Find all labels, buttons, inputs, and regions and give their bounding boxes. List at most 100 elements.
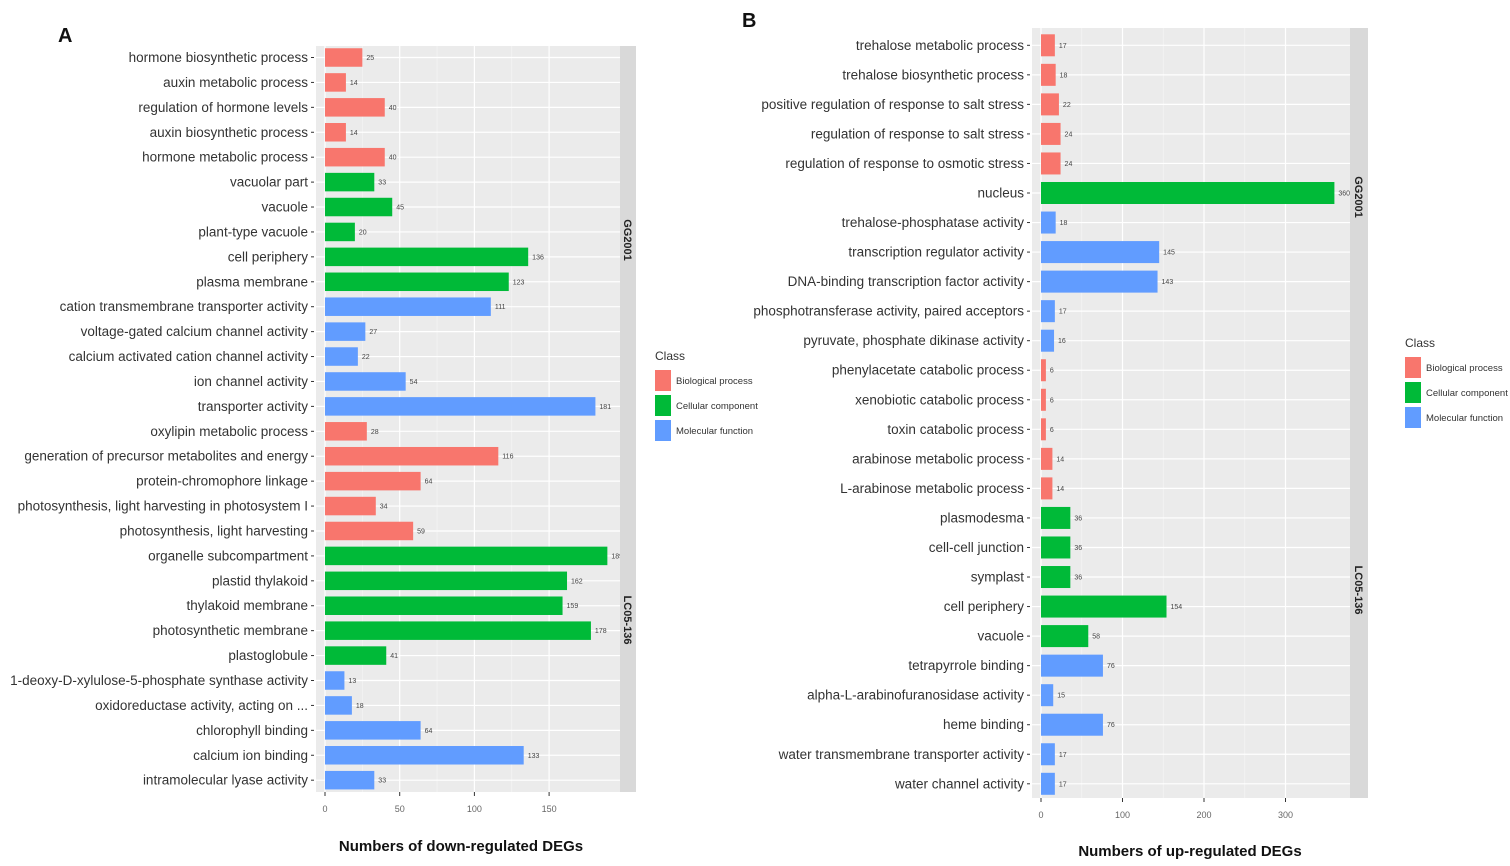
panel-a-lc05-136-generation-of-precursor-metabolites-and-energy-bar	[325, 446, 499, 466]
panel-a-gg2001-auxin-biosynthetic-process-bar	[325, 123, 346, 142]
panel-b-lc05-136-cell-cell-junction-bar	[1041, 536, 1071, 559]
panel-a-lc05-136-photosynthesis-light-harvesting-in-photosystem-i-bar	[325, 496, 376, 516]
panel-a-gg2001-plant-type-vacuole-data-label: 20	[359, 229, 367, 236]
panel-b-gg2001-dna-binding-transcription-factor-activity-bar	[1041, 270, 1158, 293]
panel-b-lc05-136-water-transmembrane-transporter-activity-data-label: 17	[1059, 752, 1067, 759]
panel-b-gg2001-regulation-of-response-to-osmotic-stress-bar	[1041, 152, 1061, 175]
panel-b-gg2001-dna-binding-transcription-factor-activity-category-label: DNA-binding transcription factor activit…	[788, 274, 1025, 289]
panel-b-facet-strip	[1350, 28, 1368, 798]
panel-b-gg2001-trehalose-biosynthetic-process-category-label: trehalose biosynthetic process	[842, 67, 1024, 82]
panel-a-lc05-136-photosynthetic-membrane-category-label: photosynthetic membrane	[153, 623, 308, 638]
panel-a-lc05-136-photosynthesis-light-harvesting-data-label: 59	[417, 528, 425, 535]
panel-b-x-tick-label-0: 0	[1038, 810, 1043, 820]
panel-b-lc05-136-heme-binding-bar	[1041, 713, 1103, 736]
panel-b-gg2001-trehalose-biosynthetic-process-bar	[1041, 63, 1056, 86]
panel-b-gg2001-regulation-of-response-to-salt-stress-data-label: 24	[1065, 131, 1073, 138]
panel-a-lc05-136-plastoglobule-data-label: 41	[390, 653, 398, 660]
panel-a-legend-title: Class	[655, 349, 685, 363]
panel-a-x-tick-label-150: 150	[542, 804, 557, 814]
panel-b-gg2001-phosphotransferase-activity-paired-acceptors-data-label: 17	[1059, 309, 1067, 316]
panel-b-lc05-136-arabinose-metabolic-process-data-label: 14	[1056, 456, 1064, 463]
panel-a-gg2001-auxin-metabolic-process-bar	[325, 73, 346, 92]
panel-a-gg2001-hormone-metabolic-process-data-label: 40	[389, 155, 397, 162]
panel-a-legend-label-cellular-component: Cellular component	[676, 401, 758, 412]
panel-a-gg2001-cation-transmembrane-transporter-activity-category-label: cation transmembrane transporter activit…	[60, 299, 309, 314]
panel-a-lc05-136-photosynthetic-membrane-data-label: 178	[595, 628, 607, 635]
panel-b-x-tick-label-200: 200	[1196, 810, 1211, 820]
panel-a-gg2001-vacuole-category-label: vacuole	[261, 200, 308, 215]
panel-b-lc05-136-heme-binding-category-label: heme binding	[943, 717, 1024, 732]
panel-b-gg2001-positive-regulation-of-response-to-salt-stress-category-label: positive regulation of response to salt …	[761, 97, 1024, 112]
panel-a-gg2001-calcium-activated-cation-channel-activity-bar	[325, 347, 358, 366]
panel-b-lc05-136-tetrapyrrole-binding-data-label: 76	[1107, 663, 1115, 670]
panel-a-lc05-136-intramolecular-lyase-activity-category-label: intramolecular lyase activity	[143, 773, 308, 788]
panel-a-lc05-136-organelle-subcompartment-bar	[325, 546, 608, 566]
panel-b-x-tick-label-300: 300	[1278, 810, 1293, 820]
panel-a-gg2001-vacuole-bar	[325, 197, 393, 217]
panel-b-lc05-136-plasmodesma-bar	[1041, 506, 1071, 529]
panel-b-lc05-136-plasmodesma-data-label: 36	[1074, 515, 1082, 522]
panel-a-facet-label-lc05-136: LC05-136	[621, 596, 633, 645]
panel-a-gg2001-ion-channel-activity-data-label: 54	[410, 379, 418, 386]
panel-a-gg2001-voltage-gated-calcium-channel-activity-data-label: 27	[369, 329, 377, 336]
panel-b-lc05-136-symplast-data-label: 36	[1074, 575, 1082, 582]
panel-a-gg2001-plasma-membrane-category-label: plasma membrane	[196, 274, 308, 289]
panel-a: 25 hormone biosynthetic process 14 auxin me…	[10, 25, 758, 855]
panel-b-lc05-136-water-channel-activity-bar	[1041, 772, 1055, 795]
panel-b-lc05-136-toxin-catabolic-process-category-label: toxin catabolic process	[887, 422, 1024, 437]
panel-b-lc05-136-tetrapyrrole-binding-bar	[1041, 654, 1103, 677]
panel-b-lc05-136-xenobiotic-catabolic-process-bar	[1041, 388, 1046, 411]
panel-b-gg2001-transcription-regulator-activity-category-label: transcription regulator activity	[848, 245, 1024, 260]
panel-a-gg2001-cell-periphery-bar	[325, 247, 529, 267]
panel-a-gg2001-cation-transmembrane-transporter-activity-bar	[325, 297, 491, 316]
panel-b-gg2001-nucleus-data-label: 360	[1338, 191, 1350, 198]
panel-b-lc05-136-vacuole-data-label: 58	[1092, 634, 1100, 641]
panel-a-gg2001-plasma-membrane-data-label: 123	[513, 279, 525, 286]
panel-b-lc05-136-l-arabinose-metabolic-process-data-label: 14	[1056, 486, 1064, 493]
panel-a-gg2001-cell-periphery-data-label: 136	[532, 254, 544, 261]
panel-b-lc05-136-phenylacetate-catabolic-process-category-label: phenylacetate catabolic process	[832, 363, 1024, 378]
panel-a-x-tick-label-0: 0	[322, 804, 327, 814]
panel-b-lc05-136-cell-cell-junction-data-label: 36	[1074, 545, 1082, 552]
panel-a-gg2001-auxin-biosynthetic-process-category-label: auxin biosynthetic process	[150, 125, 309, 140]
panel-a-x-axis-title: Numbers of down-regulated DEGs	[339, 838, 583, 855]
panel-b-legend-swatch-biological-process	[1405, 357, 1421, 378]
panel-a-gg2001-voltage-gated-calcium-channel-activity-category-label: voltage-gated calcium channel activity	[81, 324, 309, 339]
panel-a-gg2001-hormone-metabolic-process-category-label: hormone metabolic process	[142, 150, 308, 165]
panel-b-lc05-136-toxin-catabolic-process-data-label: 6	[1050, 427, 1054, 434]
panel-a-gg2001-auxin-metabolic-process-category-label: auxin metabolic process	[163, 75, 308, 90]
panel-b-gg2001-trehalose-metabolic-process-bar	[1041, 34, 1055, 57]
panel-b-lc05-136-water-transmembrane-transporter-activity-bar	[1041, 743, 1055, 766]
panel-a-lc05-136-1-deoxy-d-xylulose-5-phosphate-synthase-activity-category-label: 1-deoxy-D-xylulose-5-phosphate synthase …	[10, 673, 308, 688]
panel-a-facet-strip	[620, 46, 636, 792]
panel-b-gg2001-transcription-regulator-activity-bar	[1041, 241, 1160, 264]
panel-a-x-tick-label-50: 50	[395, 804, 405, 814]
panel-b-gg2001-pyruvate-phosphate-dikinase-activity-category-label: pyruvate, phosphate dikinase activity	[803, 333, 1024, 348]
panel-a-lc05-136-chlorophyll-binding-data-label: 64	[425, 728, 433, 735]
panel-b-lc05-136-alpha-l-arabinofuranosidase-activity-bar	[1041, 684, 1054, 707]
panel-b-lc05-136-cell-periphery-data-label: 154	[1171, 604, 1183, 611]
panel-a-lc05-136-intramolecular-lyase-activity-data-label: 33	[378, 778, 386, 785]
panel-a-gg2001-regulation-of-hormone-levels-bar	[325, 98, 385, 117]
panel-b-lc05-136-tetrapyrrole-binding-category-label: tetrapyrrole binding	[908, 658, 1024, 673]
panel-a-gg2001-regulation-of-hormone-levels-category-label: regulation of hormone levels	[138, 100, 308, 115]
panel-b-legend: Class Biological process Cellular componen…	[1405, 336, 1508, 428]
panel-a-legend-label-biological-process: Biological process	[676, 376, 753, 387]
panel-a-lc05-136-oxidoreductase-activity-acting-on-bar	[325, 696, 352, 715]
panel-a-gg2001-hormone-biosynthetic-process-category-label: hormone biosynthetic process	[129, 50, 309, 65]
panel-b-lc05-136-phenylacetate-catabolic-process-data-label: 6	[1050, 368, 1054, 375]
panel-a-gg2001-calcium-activated-cation-channel-activity-data-label: 22	[362, 354, 370, 361]
panel-a-lc05-136-oxylipin-metabolic-process-data-label: 28	[371, 429, 379, 436]
panel-a-lc05-136-thylakoid-membrane-bar	[325, 596, 563, 615]
panel-b-gg2001-phosphotransferase-activity-paired-acceptors-bar	[1041, 300, 1055, 323]
panel-b-legend-label-biological-process: Biological process	[1426, 363, 1503, 374]
panel-b-lc05-136-water-transmembrane-transporter-activity-category-label: water transmembrane transporter activity	[778, 747, 1025, 762]
panel-a-gg2001-voltage-gated-calcium-channel-activity-bar	[325, 322, 366, 341]
panel-a-lc05-136-generation-of-precursor-metabolites-and-energy-category-label: generation of precursor metabolites and …	[24, 449, 308, 464]
panel-a-x-tick-label-100: 100	[467, 804, 482, 814]
panel-b-legend-swatch-molecular-function	[1405, 407, 1421, 428]
panel-a-gg2001-vacuolar-part-category-label: vacuolar part	[230, 175, 308, 190]
panel-a-gg2001-hormone-biosynthetic-process-data-label: 25	[366, 55, 374, 62]
panel-b-gg2001-regulation-of-response-to-osmotic-stress-data-label: 24	[1065, 161, 1073, 168]
panel-b-gg2001-transcription-regulator-activity-data-label: 145	[1163, 250, 1175, 257]
